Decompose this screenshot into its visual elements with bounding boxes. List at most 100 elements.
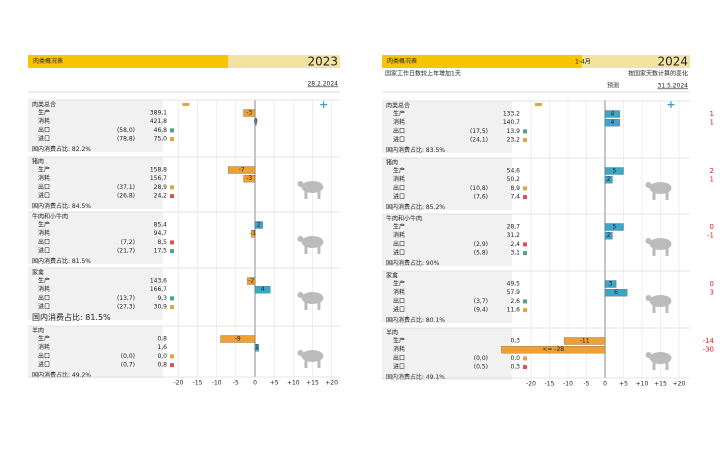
animal-head: [645, 352, 652, 358]
change-label: -2: [248, 278, 254, 285]
section-name: 羊肉: [386, 329, 398, 337]
tick-label: +10: [287, 380, 300, 387]
animal-leg: [317, 360, 321, 368]
section-name: 家禽: [386, 272, 398, 280]
row-label: 出口: [38, 238, 50, 246]
ratio: 国内消费占比: 85.2%: [386, 203, 445, 211]
tick-label: -10: [563, 381, 573, 388]
tick-label: -20: [173, 380, 183, 387]
change-label: -3: [246, 175, 252, 182]
row-label: 出口: [393, 297, 405, 305]
row-value: 94,7: [154, 230, 168, 237]
tick-label: +20: [325, 380, 338, 387]
change-label: 4: [261, 286, 265, 293]
tick-label: +5: [619, 381, 628, 388]
row-value: 389,1: [150, 110, 167, 117]
row-value: 158,8: [150, 167, 167, 174]
adjusted-change: 3: [710, 289, 714, 297]
animal-head: [297, 181, 304, 187]
row-value: 156,7: [150, 175, 167, 182]
trend-icon: [523, 251, 527, 256]
panel-date: 31.5.2024: [657, 83, 688, 90]
change-label: -3: [246, 110, 252, 117]
adjusted-change: 0: [710, 280, 714, 288]
row-prev: (17,5): [470, 128, 488, 135]
adjusted-change: -14: [703, 337, 715, 345]
row-label: 生产: [393, 167, 405, 175]
tick-label: +5: [270, 380, 279, 387]
change-label: <= -28: [542, 346, 564, 353]
legend-dash: [182, 103, 190, 106]
row-label: 进口: [393, 193, 405, 201]
legend-dash: [535, 103, 542, 106]
animal-head: [297, 292, 304, 298]
row-value: 57,9: [507, 289, 521, 296]
row-prev: (7,6): [474, 194, 488, 201]
animal-leg: [304, 191, 308, 199]
panel-title: 肉类概况表: [33, 57, 63, 65]
tick-label: +10: [636, 381, 649, 388]
row-label: 进口: [393, 136, 405, 144]
row-prev: (2,9): [474, 241, 488, 248]
tick-label: +20: [673, 381, 686, 388]
tick-label: -20: [526, 381, 536, 388]
change-bar: [243, 109, 256, 117]
section-name: 牛肉和小牛肉: [386, 215, 422, 223]
animal-icon: [649, 182, 672, 194]
row-value: 2,4: [510, 241, 520, 248]
panel-period: 1-4月: [575, 59, 591, 66]
trend-icon: [523, 299, 527, 304]
section-bg: [382, 328, 512, 380]
row-label: 消耗: [38, 285, 50, 293]
row-label: 进口: [38, 361, 50, 369]
ratio: 国内消费占比: 90%: [386, 259, 440, 267]
trend-icon: [170, 137, 174, 142]
section-bg: [382, 101, 512, 153]
row-value: 133,2: [503, 111, 520, 118]
change-bar: [254, 286, 271, 294]
trend-icon: [523, 195, 527, 200]
change-bar: [254, 344, 259, 352]
row-label: 进口: [38, 135, 50, 143]
row-label: 消耗: [38, 343, 50, 351]
row-label: 生产: [393, 223, 405, 231]
row-label: 进口: [38, 303, 50, 311]
change-label: 2: [607, 176, 611, 183]
row-prev: (0,0): [121, 353, 135, 360]
row-prev: (5,8): [474, 250, 488, 257]
row-prev: (3,7): [474, 298, 488, 305]
ratio: 国内消费占比: 81.5%: [32, 312, 111, 322]
animal-icon: [301, 350, 324, 362]
panel-title: 肉类概况表: [387, 57, 417, 65]
row-value: 13,9: [507, 128, 521, 135]
section-name: 猪肉: [386, 159, 398, 167]
change-label: 1: [255, 344, 259, 351]
row-value: 0,8: [157, 336, 167, 343]
change-bar: [243, 175, 256, 183]
animal-leg: [317, 191, 321, 199]
row-label: 生产: [38, 166, 50, 174]
ratio: 国内消费占比: 49.1%: [386, 373, 445, 381]
row-value: 0,0: [510, 355, 520, 362]
row-label: 出口: [393, 127, 405, 135]
animal-leg: [665, 362, 669, 370]
trend-icon: [523, 242, 527, 247]
animal-leg: [652, 305, 656, 313]
animal-icon: [301, 292, 324, 304]
section-name: 羊肉: [32, 327, 44, 335]
row-value: 54,6: [507, 168, 521, 175]
change-bar: [251, 230, 256, 238]
row-prev: (7,2): [121, 239, 135, 246]
change-label: 5: [612, 168, 616, 175]
adjusted-change: 0: [710, 223, 714, 231]
row-label: 消耗: [393, 118, 405, 126]
row-value: 28,7: [507, 224, 521, 231]
section-bg: [382, 158, 512, 210]
panel-date: 28.2.2024: [307, 81, 338, 88]
row-value: 46,8: [154, 127, 168, 134]
panel-year: 2024: [657, 55, 688, 69]
row-value: 0,3: [510, 364, 520, 371]
animal-icon: [301, 181, 324, 193]
tick-label: -5: [233, 380, 239, 387]
